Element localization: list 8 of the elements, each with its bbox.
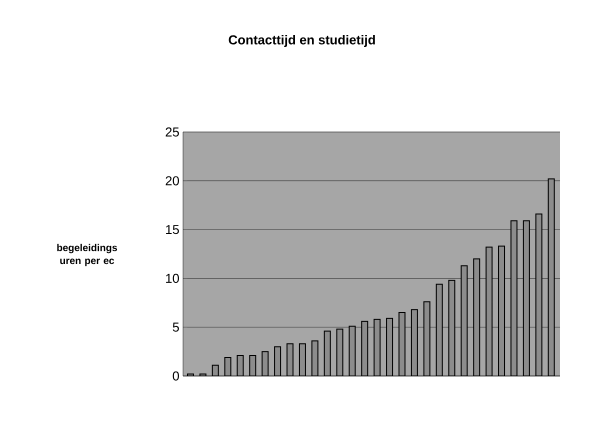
y-tick-label: 15 [166, 225, 179, 234]
y-tick-label: 25 [166, 127, 179, 137]
chart-title: Contacttijd en studietijd [228, 34, 375, 48]
y-axis-title: begeleidings uren per ec [57, 244, 118, 266]
y-tick-label: 20 [166, 176, 179, 186]
y-tick-label: 5 [172, 322, 179, 332]
y-tick-label: 0 [172, 371, 179, 381]
y-tick-label: 10 [166, 274, 179, 283]
